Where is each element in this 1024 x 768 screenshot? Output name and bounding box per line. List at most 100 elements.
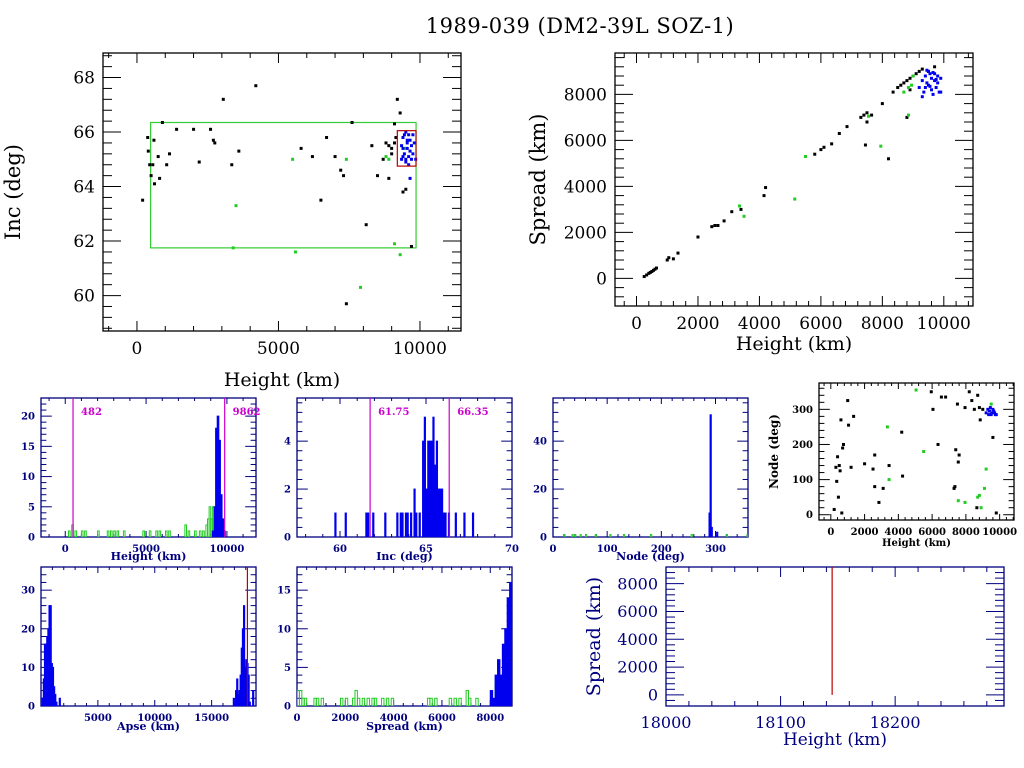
- histogram-bar-blue: [710, 526, 713, 537]
- data-point-black: [976, 393, 980, 397]
- data-point-blue: [984, 411, 988, 415]
- data-point-blue: [922, 90, 926, 94]
- data-point-black: [900, 430, 904, 434]
- data-point-black: [957, 453, 961, 457]
- data-point-blue: [401, 135, 405, 139]
- histogram-bar-blue: [242, 605, 246, 706]
- data-point-blue: [934, 77, 938, 81]
- data-point-black: [837, 132, 841, 135]
- data-point-green: [902, 90, 906, 94]
- histogram-bar-green: [361, 697, 366, 706]
- histogram-bar-green: [429, 697, 433, 706]
- data-point-blue: [928, 84, 932, 88]
- data-point-black: [350, 121, 354, 124]
- data-point-blue: [926, 83, 930, 87]
- x-axis-label: Apse (km): [116, 720, 180, 733]
- data-point-blue: [401, 155, 405, 159]
- data-point-black: [836, 495, 840, 499]
- data-point-blue: [993, 411, 997, 415]
- histogram-bar-blue: [399, 512, 402, 537]
- data-point-black: [859, 115, 863, 119]
- histogram-bar-green: [344, 697, 349, 706]
- data-point-blue: [409, 144, 413, 148]
- data-point-green: [887, 478, 891, 482]
- x-tick-label: 18200: [870, 713, 921, 732]
- data-point-green: [737, 204, 741, 208]
- data-point-black: [954, 448, 958, 452]
- data-point-black: [899, 83, 903, 87]
- data-point-black: [865, 120, 869, 124]
- histogram-bar-blue: [384, 512, 387, 537]
- x-tick-label: 4000: [884, 527, 912, 538]
- data-point-black: [146, 135, 150, 139]
- plot-area: [832, 388, 998, 515]
- data-point-black: [387, 144, 391, 148]
- data-point-blue: [939, 76, 943, 80]
- data-point-blue: [933, 72, 937, 76]
- histogram-bar-green: [142, 530, 145, 537]
- y-tick-label: 15: [21, 442, 35, 453]
- y-tick-label: 20: [533, 485, 547, 496]
- x-tick-label: 5000: [132, 544, 160, 555]
- histogram-bar-blue: [415, 512, 418, 537]
- histogram-bar-blue: [471, 512, 475, 537]
- histogram-bar-green: [303, 697, 308, 706]
- histogram-bar-blue: [439, 488, 442, 537]
- x-tick-label: 6000: [918, 527, 946, 538]
- data-point-green: [910, 83, 914, 87]
- chart-node-histogram: 0 100 200 300 0 20 40 Node (deg): [533, 397, 749, 563]
- data-point-black: [192, 127, 196, 131]
- plot-frame: [552, 397, 749, 538]
- data-point-black: [141, 198, 145, 202]
- y-tick-label: 4000: [617, 630, 658, 649]
- data-point-blue: [990, 411, 994, 415]
- data-point-blue: [991, 407, 995, 411]
- x-tick-label: 0: [550, 544, 557, 555]
- data-point-black: [152, 138, 156, 142]
- data-point-blue: [920, 95, 924, 99]
- data-point-black: [847, 423, 851, 427]
- data-point-black: [905, 79, 909, 83]
- x-tick-label: 2000: [676, 314, 719, 334]
- histogram-bar-green: [339, 697, 344, 706]
- histogram-bar-blue: [221, 518, 225, 537]
- histogram-bar-blue: [248, 701, 251, 706]
- plot-area: [297, 581, 512, 706]
- chart-spread-vs-height-zoom: 18000 18100 18200 0 2000 4000 6000 8000 Height (…: [583, 566, 1005, 750]
- data-point-black: [645, 273, 649, 277]
- x-tick-label: 70: [505, 544, 519, 555]
- histogram-bar-green: [746, 534, 748, 537]
- histogram-bar-green: [609, 534, 612, 537]
- histogram-bar-green: [434, 697, 438, 706]
- data-point-blue: [407, 133, 411, 137]
- data-point-black: [310, 155, 314, 159]
- y-tick-label: 0: [806, 510, 813, 521]
- histogram-bar-blue: [58, 697, 61, 706]
- data-point-black: [392, 122, 396, 126]
- histogram-bar-blue: [367, 512, 370, 537]
- histogram-bar-blue: [404, 512, 408, 537]
- histogram-bar-green: [373, 697, 378, 706]
- page-title: 1989-039 (DM2-39L SOZ-1): [425, 14, 735, 38]
- x-tick-label: 4000: [380, 713, 408, 724]
- data-point-green: [234, 204, 238, 208]
- histogram-bar-green: [574, 534, 577, 537]
- data-point-black: [671, 257, 675, 261]
- data-point-black: [342, 174, 346, 178]
- histogram-bar-blue: [236, 678, 239, 706]
- y-tick-label: 20: [21, 412, 35, 423]
- x-tick-label: 60: [333, 544, 347, 555]
- cluster-box: [396, 130, 417, 167]
- data-point-black: [908, 76, 912, 80]
- data-point-black: [392, 141, 396, 145]
- y-tick-label: 60: [73, 287, 95, 307]
- plot-frame: [665, 566, 1005, 707]
- data-point-black: [929, 390, 933, 394]
- data-point-black: [237, 149, 241, 153]
- data-point-blue: [987, 413, 991, 417]
- data-point-black: [836, 455, 840, 459]
- data-point-black: [299, 146, 303, 150]
- histogram-bar-blue: [425, 488, 428, 537]
- y-tick-label: 4000: [564, 177, 607, 197]
- data-point-green: [922, 450, 926, 453]
